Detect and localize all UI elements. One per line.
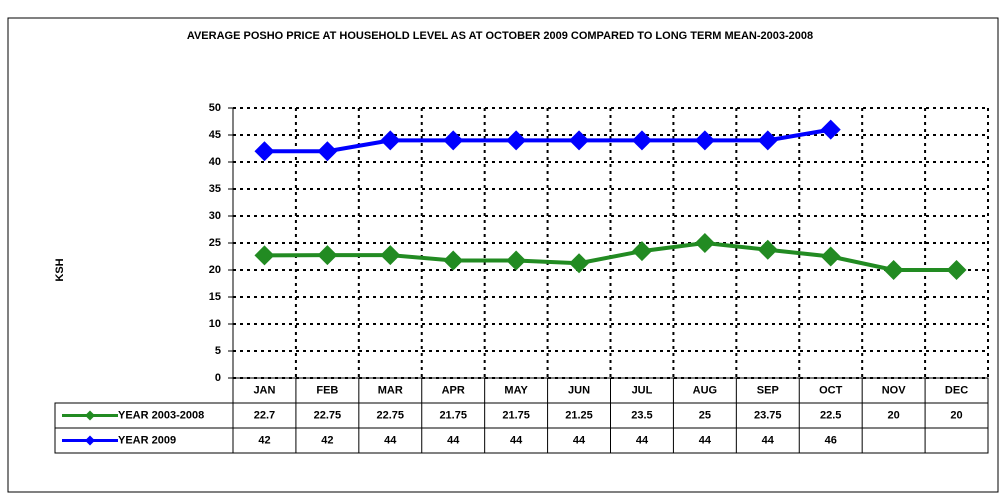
marker	[820, 246, 841, 267]
table-value: 46	[825, 434, 837, 446]
x-tick-label: MAR	[378, 384, 403, 396]
legend-label: YEAR 2009	[118, 434, 176, 446]
x-tick-label: SEP	[757, 384, 779, 396]
x-tick-label: AUG	[693, 384, 717, 396]
x-tick-label: APR	[442, 384, 465, 396]
table-value: 44	[636, 434, 649, 446]
x-tick-label: JAN	[253, 384, 275, 396]
y-tick-label: 45	[209, 129, 221, 141]
y-tick-label: 10	[209, 318, 221, 330]
table-value: 25	[699, 409, 711, 421]
table-value: 21.25	[565, 409, 593, 421]
table-value: 22.5	[820, 409, 841, 421]
marker	[443, 130, 464, 151]
marker	[757, 239, 778, 260]
marker	[631, 130, 652, 151]
marker	[694, 130, 715, 151]
legend-marker	[85, 410, 95, 421]
marker	[506, 130, 527, 151]
table-value: 42	[321, 434, 333, 446]
chart-title: AVERAGE POSHO PRICE AT HOUSEHOLD LEVEL A…	[187, 30, 813, 42]
marker	[380, 130, 401, 151]
table-value: 44	[573, 434, 586, 446]
series-line	[264, 240, 957, 272]
y-tick-label: 50	[209, 102, 221, 114]
table-value: 22.75	[377, 409, 405, 421]
table-value: 44	[510, 434, 523, 446]
x-tick-label: OCT	[819, 384, 843, 396]
table-value: 44	[762, 434, 775, 446]
table-value: 23.5	[631, 409, 652, 421]
legend-marker	[85, 435, 95, 446]
y-tick-label: 25	[209, 237, 221, 249]
table-value: 22.7	[254, 409, 275, 421]
y-tick-label: 30	[209, 210, 221, 222]
marker	[569, 253, 590, 274]
y-tick-label: 15	[209, 291, 221, 303]
marker	[631, 241, 652, 262]
table-value: 44	[384, 434, 397, 446]
y-tick-label: 5	[215, 345, 221, 357]
marker	[443, 250, 464, 271]
marker	[317, 245, 338, 266]
x-tick-label: FEB	[316, 384, 338, 396]
y-tick-label: 35	[209, 183, 221, 195]
marker	[946, 260, 967, 280]
marker	[694, 233, 715, 253]
table-value: 44	[447, 434, 460, 446]
y-axis-label: KSH	[54, 258, 66, 281]
marker	[820, 119, 841, 140]
marker	[883, 260, 904, 280]
table-value: 22.75	[314, 409, 342, 421]
y-tick-label: 0	[215, 372, 221, 384]
marker	[569, 130, 590, 151]
series-line	[264, 127, 832, 154]
x-tick-label: MAY	[504, 384, 528, 396]
table-value: 20	[888, 409, 900, 421]
table-value: 42	[258, 434, 270, 446]
legend-label: YEAR 2003-2008	[118, 409, 204, 421]
x-tick-label: NOV	[882, 384, 907, 396]
marker	[254, 245, 275, 266]
marker	[757, 130, 778, 151]
marker	[317, 141, 338, 162]
y-tick-label: 20	[209, 264, 221, 276]
marker	[380, 245, 401, 266]
table-value: 44	[699, 434, 712, 446]
table-value: 23.75	[754, 409, 782, 421]
table-value: 21.75	[502, 409, 530, 421]
table-value: 21.75	[439, 409, 467, 421]
x-tick-label: DEC	[945, 384, 968, 396]
x-tick-label: JUL	[632, 384, 653, 396]
table-value: 20	[950, 409, 962, 421]
marker	[254, 141, 275, 162]
y-tick-label: 40	[209, 156, 221, 168]
marker	[506, 250, 527, 271]
x-tick-label: JUN	[568, 384, 590, 396]
